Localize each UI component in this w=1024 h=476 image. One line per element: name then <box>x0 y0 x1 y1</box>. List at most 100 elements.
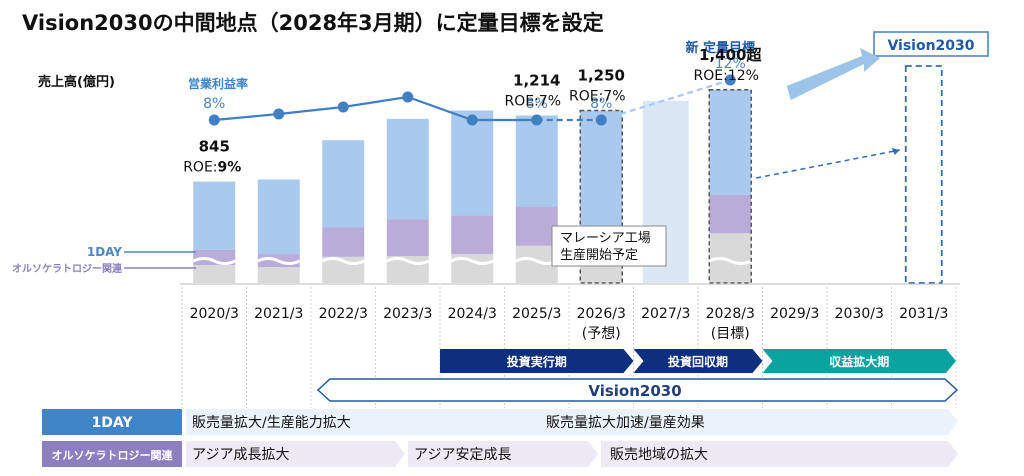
page-title: Vision2030の中間地点（2028年3月期）に定量目標を設定 <box>22 11 604 35</box>
row-ortho-label: オルソケラトロジー関連 <box>52 448 174 462</box>
row-1day-cell: 販売量拡大/生産能力拡大 <box>192 415 351 431</box>
margin-line-target <box>600 78 731 122</box>
bar-segment <box>257 267 300 283</box>
x-tick-sublabel: (目標) <box>711 326 750 342</box>
roe-label: ROE:9% <box>183 160 241 176</box>
scale-break <box>257 257 301 265</box>
bar-segment <box>451 215 494 255</box>
row-ortho-cell: 販売地域の拡大 <box>610 447 708 463</box>
bar-segment <box>580 110 623 245</box>
phase-label: 投資実行期 <box>507 354 567 369</box>
row-ortho-band <box>601 441 958 467</box>
margin-line-layer: 8% 8% 8% 12% 営業利益率 新 定量目標 <box>188 40 900 179</box>
margin-line-solid <box>214 95 537 122</box>
x-tick-label: 2023/3 <box>383 306 432 322</box>
vision-arrow <box>786 48 880 100</box>
scale-break <box>321 257 365 265</box>
roe-label: ROE:7% <box>504 93 561 109</box>
bar-segment <box>257 179 300 255</box>
bar-segment <box>322 140 365 228</box>
legend-ortho-label: オルソケラトロジー関連 <box>12 262 123 275</box>
margin-label: 12% <box>715 56 746 72</box>
margin-series-name: 営業利益率 <box>188 76 248 91</box>
margin-point <box>208 114 220 126</box>
roe-label: ROE:12% <box>694 68 759 84</box>
bar-segment <box>193 249 236 266</box>
bar-segment <box>386 219 429 257</box>
x-tick-label: 2024/3 <box>448 306 497 322</box>
row-1day-cell: 販売量拡大加速/量産効果 <box>546 415 705 431</box>
timeline-layer: 投資実行期 投資回収期 収益拡大期 Vision2030 1DAY 販売量拡大/生産能力拡… <box>42 349 959 467</box>
annotation-line: マレーシア工場 <box>560 231 651 246</box>
x-tick-label: 2021/3 <box>254 306 303 322</box>
phase-label: 収益拡大期 <box>829 354 889 369</box>
x-tick-sublabel: (予想) <box>582 326 621 342</box>
bar-segment <box>709 89 752 195</box>
x-tick-label: 2028/3 <box>706 306 755 322</box>
scale-break <box>450 257 494 265</box>
phase-arrow <box>762 349 956 373</box>
x-tick-label: 2029/3 <box>770 306 819 322</box>
x-tick-label: 2027/3 <box>641 306 690 322</box>
roe-label: ROE:7% <box>569 89 626 105</box>
vision2030-box <box>873 31 989 57</box>
row-1day-band <box>186 409 958 435</box>
bar-2031-vision <box>904 65 943 284</box>
x-tick-label: 2031/3 <box>899 306 948 322</box>
row-1day-header <box>42 409 182 435</box>
margin-label: 8% <box>203 96 225 112</box>
vision2030-band-label: Vision2030 <box>588 382 681 400</box>
scale-break <box>192 257 236 265</box>
roe-value: 9% <box>218 160 242 176</box>
margin-point <box>466 114 478 126</box>
bar-segment <box>322 227 365 257</box>
legend-1day-label: 1DAY <box>87 245 122 259</box>
vision2030-band <box>316 378 959 402</box>
x-tick-label: 2030/3 <box>835 306 884 322</box>
bar-dashed-outline <box>708 89 752 284</box>
phase-arrow <box>633 349 763 373</box>
row-ortho-band <box>408 441 598 467</box>
phase-arrow <box>440 349 634 373</box>
x-tick-label: 2026/3 <box>577 306 626 322</box>
margin-label: 8% <box>590 96 612 112</box>
x-axis-layer: 2020/3 2021/3 2022/3 2023/3 2024/3 2025/3 2026… <box>12 245 960 408</box>
row-ortho-cell: アジア安定成長 <box>414 447 511 463</box>
bar-total-label: 1,400超 <box>699 46 762 64</box>
y-axis-label: 売上高(億円) <box>38 74 115 90</box>
row-ortho-header <box>42 441 182 467</box>
bar-segment <box>193 265 236 283</box>
margin-point <box>595 114 607 126</box>
margin-point <box>531 114 543 126</box>
vision2030-box-label: Vision2030 <box>887 38 974 54</box>
row-ortho-band <box>186 441 405 467</box>
row-ortho-cell: アジア成長拡大 <box>192 447 289 463</box>
roe-prefix: ROE: <box>183 160 217 176</box>
trend-arrow-head <box>891 148 900 155</box>
row-1day-label: 1DAY <box>92 415 134 431</box>
scale-break <box>386 257 430 265</box>
bar-total-label: 845 <box>199 138 230 156</box>
margin-point <box>402 91 414 103</box>
bar-segment <box>515 115 558 207</box>
bar-labels-layer: 845 ROE:9% 1,214 ROE:7% 1,250 ROE:7% 1,400超 ROE… <box>183 46 762 267</box>
bar-dashed-outline <box>579 109 623 284</box>
bar-segment <box>515 206 558 246</box>
x-tick-label: 2020/3 <box>190 306 239 322</box>
bar-segment <box>193 181 236 250</box>
margin-point <box>337 101 349 113</box>
x-tick-label: 2022/3 <box>319 306 368 322</box>
margin-label: 8% <box>526 96 548 112</box>
x-tick-label: 2025/3 <box>512 306 561 322</box>
scale-break <box>708 257 752 265</box>
phase-label: 投資回収期 <box>668 354 728 369</box>
new-target-label: 新 定量目標 <box>685 40 755 56</box>
bar-segment <box>386 118 429 220</box>
bar-total-label: 1,250 <box>578 67 625 85</box>
annotation-line: 生産開始予定 <box>560 247 638 263</box>
bar-total-label: 1,214 <box>513 71 560 89</box>
margin-point <box>273 108 285 120</box>
bar-segment <box>451 110 494 216</box>
annotation-box <box>551 225 667 267</box>
